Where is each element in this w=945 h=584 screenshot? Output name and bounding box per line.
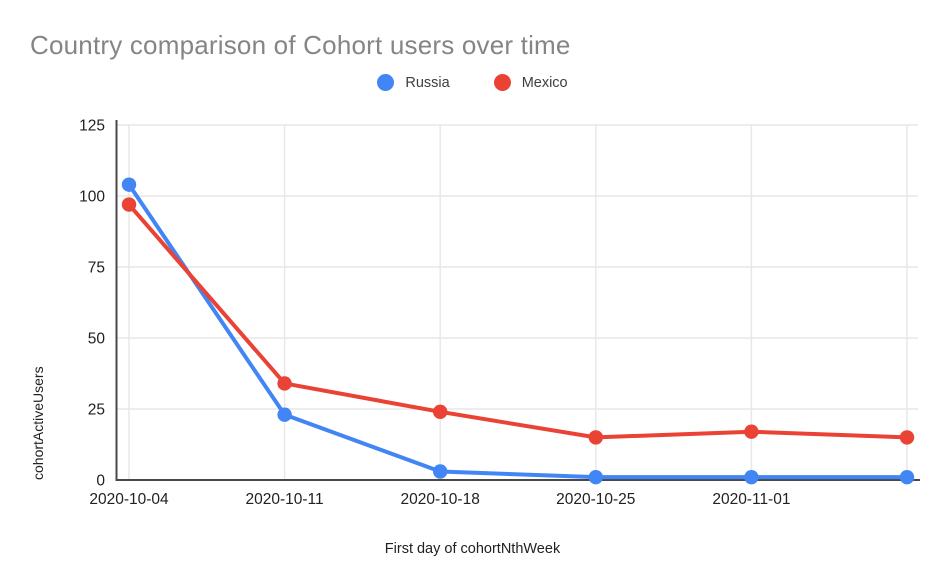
data-point-mexico[interactable] (744, 424, 759, 439)
data-point-mexico[interactable] (277, 376, 292, 391)
legend-swatch-mexico-icon (493, 74, 511, 91)
chart-legend: Russia Mexico (0, 74, 945, 91)
y-axis-title: cohortActiveUsers (30, 366, 46, 480)
x-tick-label: 2020-10-25 (556, 491, 635, 508)
x-tick-label: 2020-10-18 (401, 491, 480, 508)
y-tick-label: 25 (88, 402, 105, 419)
legend-swatch-russia-icon (377, 74, 395, 91)
y-tick-label: 100 (79, 189, 105, 206)
y-tick-label: 75 (88, 260, 105, 277)
chart-title: Country comparison of Cohort users over … (30, 30, 571, 60)
data-point-mexico[interactable] (433, 404, 448, 420)
data-point-mexico[interactable] (588, 430, 603, 445)
x-tick-label: 2020-10-11 (246, 491, 324, 508)
y-tick-label: 50 (88, 331, 106, 348)
x-tick-label: 2020-10-04 (89, 491, 169, 508)
legend-label-mexico: Mexico (521, 74, 568, 91)
data-point-russia[interactable] (744, 469, 759, 485)
data-point-russia[interactable] (433, 464, 448, 479)
legend-item-mexico[interactable]: Mexico (493, 74, 568, 91)
x-tick-label: 2020-11-01 (712, 491, 790, 508)
data-point-russia[interactable] (588, 469, 603, 485)
data-point-mexico[interactable] (899, 430, 915, 445)
series-line-russia (127, 182, 909, 480)
legend-item-russia[interactable]: Russia (377, 74, 450, 91)
data-point-russia[interactable] (277, 407, 292, 422)
series-line-mexico (127, 202, 909, 440)
data-point-mexico[interactable] (121, 197, 137, 212)
y-tick-label: 125 (79, 118, 105, 135)
x-axis-title: First day of cohortNthWeek (384, 541, 561, 557)
data-point-russia[interactable] (121, 177, 137, 192)
data-point-russia[interactable] (899, 469, 915, 485)
legend-label-russia: Russia (405, 74, 450, 91)
y-tick-label: 0 (96, 473, 105, 490)
